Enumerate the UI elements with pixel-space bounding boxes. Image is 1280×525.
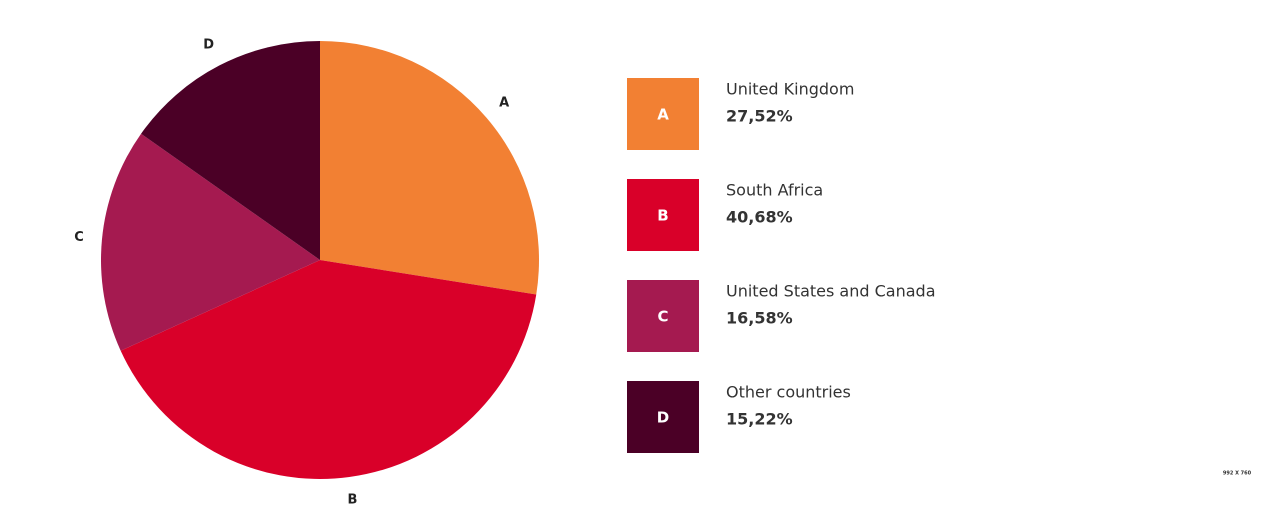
pie-slice (141, 41, 320, 260)
legend-value: 40,68% (726, 208, 793, 227)
legend-letter: B (657, 207, 668, 225)
slice-label: C (74, 230, 84, 245)
slice-label: B (347, 492, 357, 507)
legend-name: South Africa (726, 181, 823, 200)
legend-name: Other countries (726, 383, 851, 402)
legend-name: United States and Canada (726, 282, 936, 301)
legend-name: United Kingdom (726, 80, 854, 99)
pie-slice (100, 133, 320, 351)
legend-letter: D (657, 409, 669, 427)
legend-swatch (627, 78, 699, 150)
size-note: 992 X 760 (1223, 471, 1252, 477)
slice-label: D (203, 38, 214, 53)
legend-value: 27,52% (726, 107, 793, 126)
pie-slice (120, 260, 537, 479)
legend-letter: A (657, 106, 669, 124)
legend-value: 15,22% (726, 410, 793, 429)
legend-swatch (627, 179, 699, 251)
slice-label: A (499, 95, 509, 110)
legend-swatch (627, 280, 699, 352)
legend-value: 16,58% (726, 309, 793, 328)
pie-slice (320, 41, 539, 295)
legend-swatch (627, 381, 699, 453)
legend-letter: C (657, 308, 668, 326)
